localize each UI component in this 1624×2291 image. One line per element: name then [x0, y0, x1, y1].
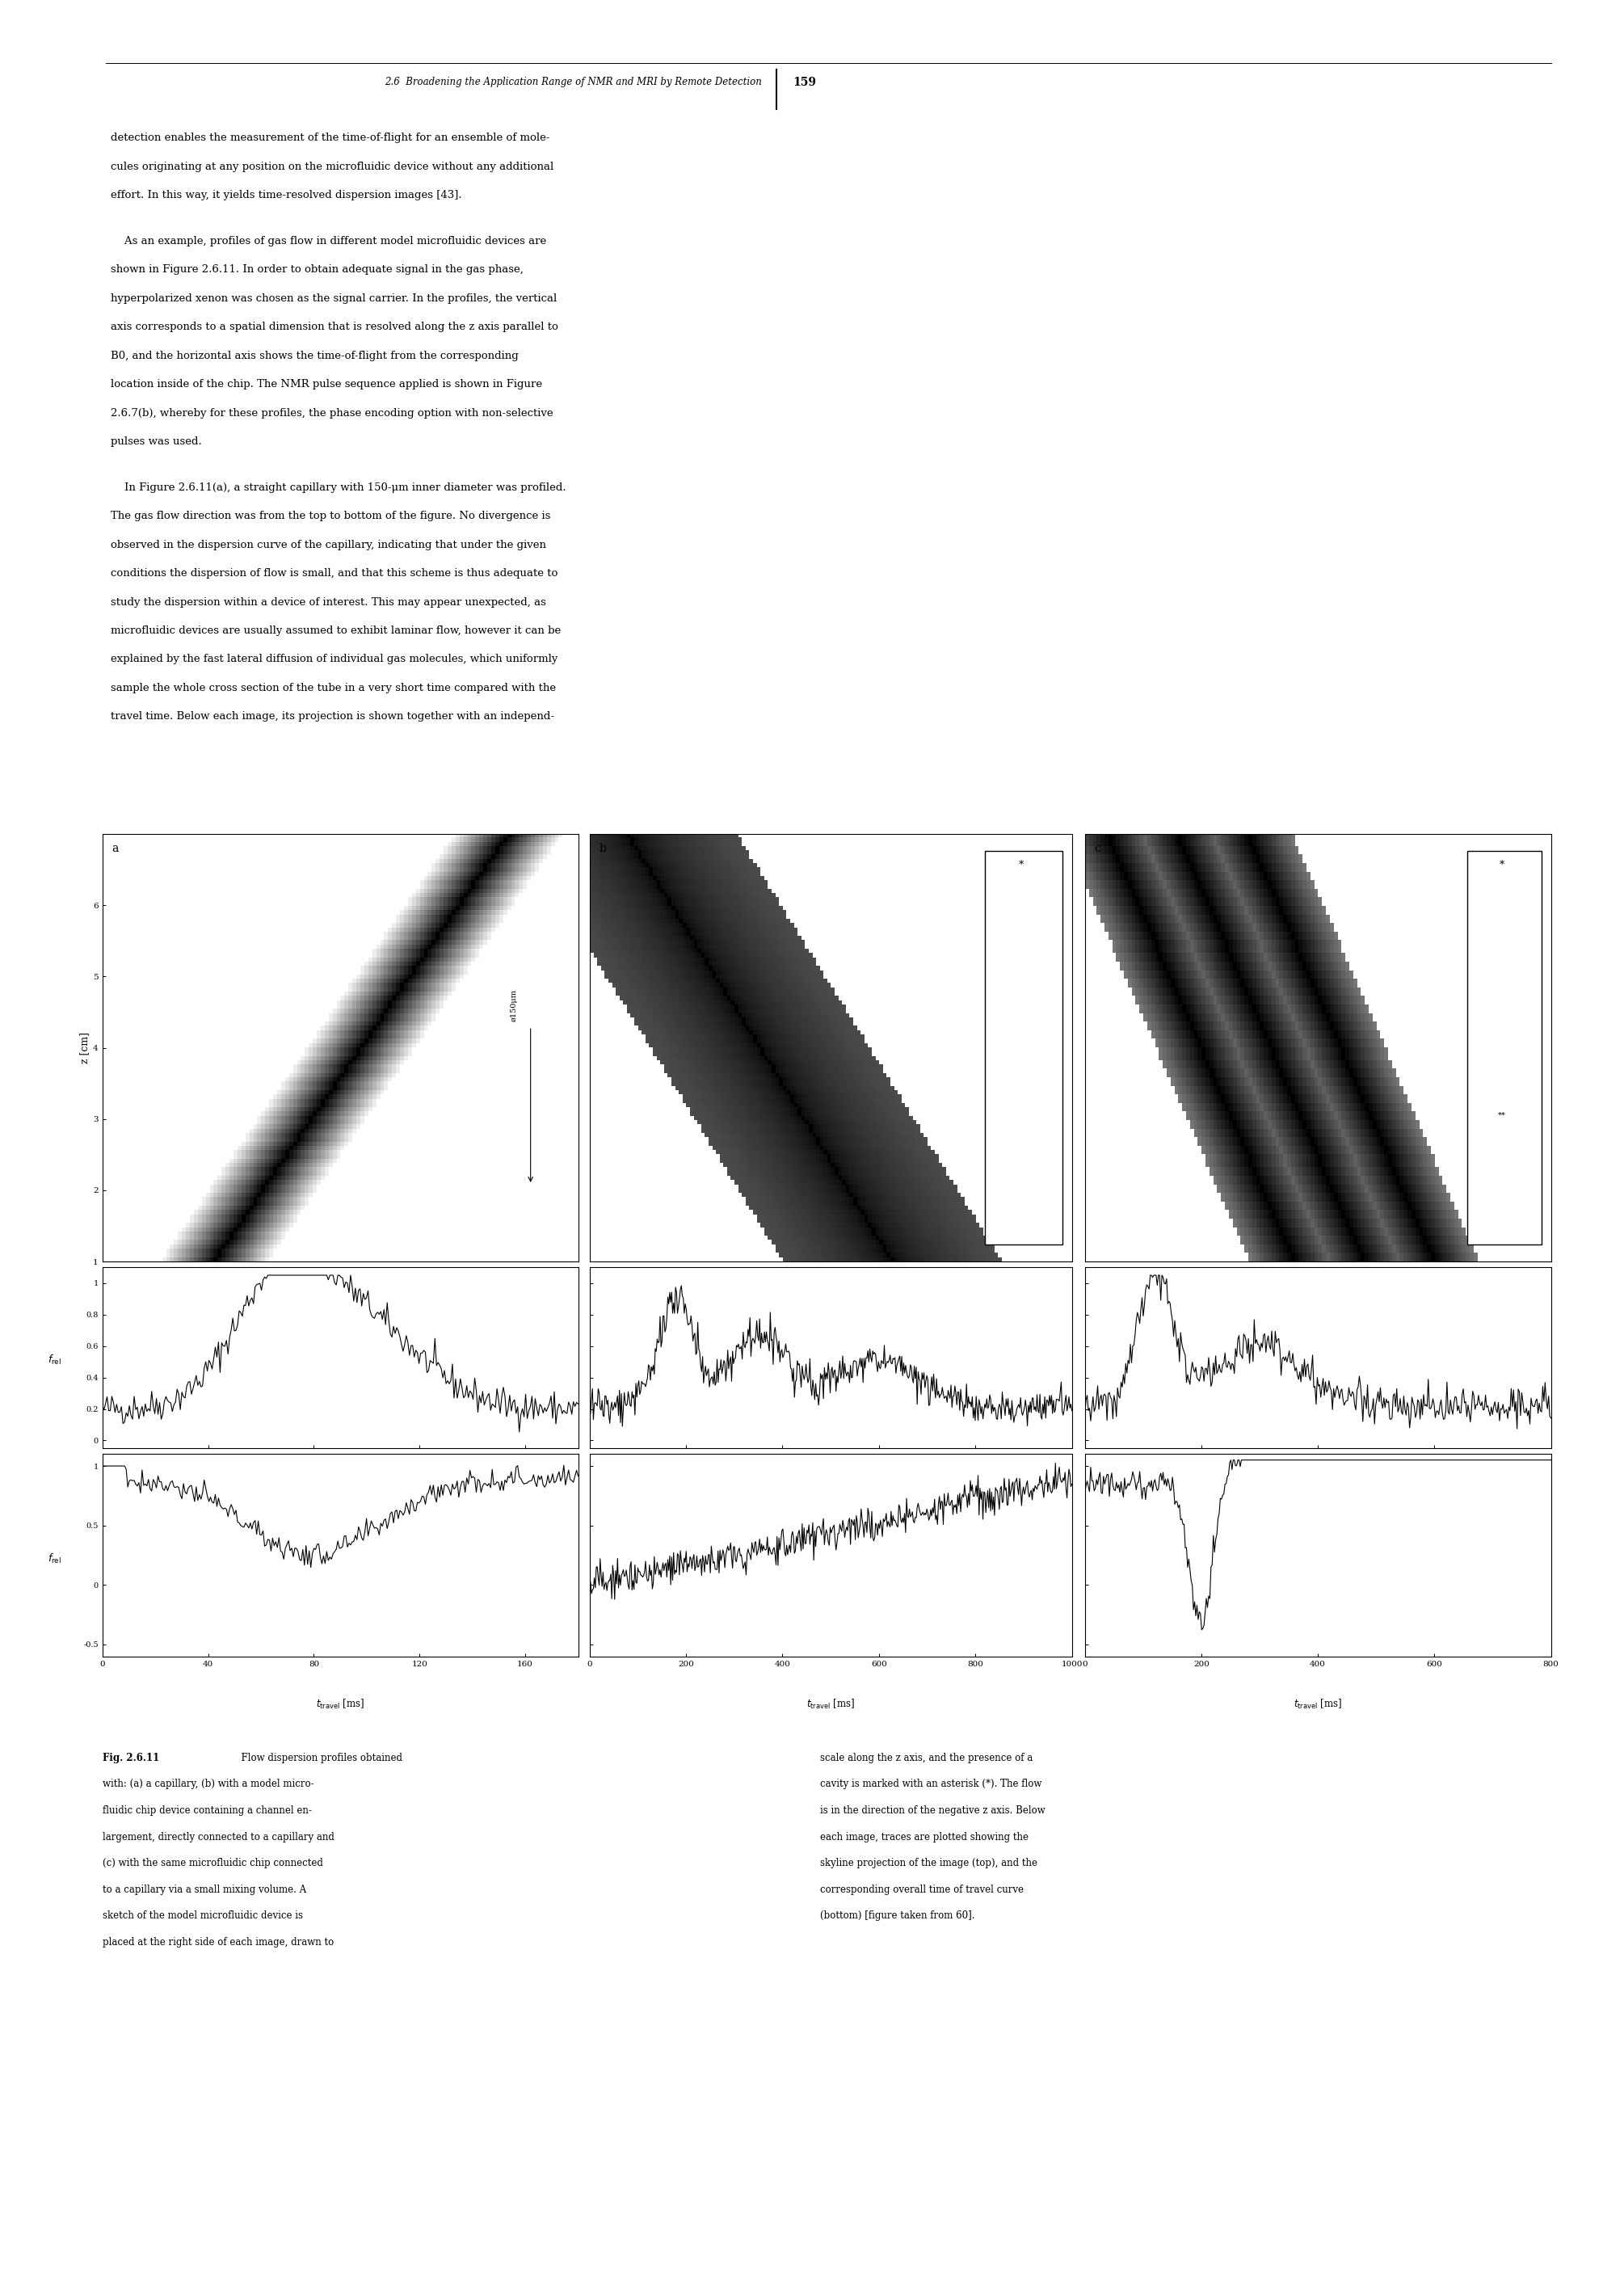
Text: microfluidic devices are usually assumed to exhibit laminar flow, however it can: microfluidic devices are usually assumed…: [110, 625, 560, 637]
Text: explained by the fast lateral diffusion of individual gas molecules, which unifo: explained by the fast lateral diffusion …: [110, 653, 557, 664]
Text: a: a: [112, 843, 119, 855]
Text: Flow dispersion profiles obtained: Flow dispersion profiles obtained: [235, 1753, 403, 1764]
Y-axis label: $f_{\mathrm{rel}}$: $f_{\mathrm{rel}}$: [47, 1553, 62, 1565]
Y-axis label: z [cm]: z [cm]: [80, 1031, 89, 1063]
Text: conditions the dispersion of flow is small, and that this scheme is thus adequat: conditions the dispersion of flow is sma…: [110, 568, 557, 580]
Text: effort. In this way, it yields time-resolved dispersion images [43].: effort. In this way, it yields time-reso…: [110, 190, 461, 202]
Text: observed in the dispersion curve of the capillary, indicating that under the giv: observed in the dispersion curve of the …: [110, 538, 546, 550]
Y-axis label: $f_{\mathrm{rel}}$: $f_{\mathrm{rel}}$: [47, 1354, 62, 1368]
Text: (bottom) [figure taken from 60].: (bottom) [figure taken from 60].: [820, 1911, 974, 1922]
Text: largement, directly connected to a capillary and: largement, directly connected to a capil…: [102, 1833, 335, 1842]
Text: **: **: [1497, 1111, 1505, 1120]
Text: detection enables the measurement of the time-of-flight for an ensemble of mole-: detection enables the measurement of the…: [110, 133, 549, 144]
Text: *: *: [1499, 859, 1504, 871]
Text: *: *: [1018, 859, 1023, 871]
Text: corresponding overall time of travel curve: corresponding overall time of travel cur…: [820, 1883, 1023, 1895]
Text: The gas flow direction was from the top to bottom of the figure. No divergence i: The gas flow direction was from the top …: [110, 511, 551, 522]
Text: 159: 159: [793, 76, 815, 87]
Text: to a capillary via a small mixing volume. A: to a capillary via a small mixing volume…: [102, 1883, 305, 1895]
Text: with: (a) a capillary, (b) with a model micro-: with: (a) a capillary, (b) with a model …: [102, 1778, 313, 1789]
Text: shown in Figure 2.6.11. In order to obtain adequate signal in the gas phase,: shown in Figure 2.6.11. In order to obta…: [110, 263, 523, 275]
Text: study the dispersion within a device of interest. This may appear unexpected, as: study the dispersion within a device of …: [110, 596, 546, 607]
Text: B0, and the horizontal axis shows the time-of-flight from the corresponding: B0, and the horizontal axis shows the ti…: [110, 351, 518, 362]
Text: placed at the right side of each image, drawn to: placed at the right side of each image, …: [102, 1938, 333, 1947]
Text: $t_{\mathrm{travel}}$ [ms]: $t_{\mathrm{travel}}$ [ms]: [1294, 1698, 1341, 1711]
Text: c: c: [1095, 843, 1101, 855]
Text: hyperpolarized xenon was chosen as the signal carrier. In the profiles, the vert: hyperpolarized xenon was chosen as the s…: [110, 293, 557, 305]
Text: each image, traces are plotted showing the: each image, traces are plotted showing t…: [820, 1833, 1028, 1842]
Text: cavity is marked with an asterisk (*). The flow: cavity is marked with an asterisk (*). T…: [820, 1778, 1043, 1789]
Text: sample the whole cross section of the tube in a very short time compared with th: sample the whole cross section of the tu…: [110, 683, 555, 694]
Text: b: b: [599, 843, 606, 855]
Text: $t_{\mathrm{travel}}$ [ms]: $t_{\mathrm{travel}}$ [ms]: [807, 1698, 854, 1711]
Text: pulses was used.: pulses was used.: [110, 435, 201, 447]
Text: skyline projection of the image (top), and the: skyline projection of the image (top), a…: [820, 1858, 1038, 1869]
Text: ø150μm: ø150μm: [510, 990, 518, 1022]
Text: In Figure 2.6.11(a), a straight capillary with 150-μm inner diameter was profile: In Figure 2.6.11(a), a straight capillar…: [110, 481, 565, 493]
Bar: [986, 850, 1062, 1244]
Text: 2.6  Broadening the Application Range of NMR and MRI by Remote Detection: 2.6 Broadening the Application Range of …: [385, 76, 762, 87]
Text: travel time. Below each image, its projection is shown together with an independ: travel time. Below each image, its proje…: [110, 710, 554, 722]
Text: scale along the z axis, and the presence of a: scale along the z axis, and the presence…: [820, 1753, 1033, 1764]
Text: (c) with the same microfluidic chip connected: (c) with the same microfluidic chip conn…: [102, 1858, 323, 1869]
Text: location inside of the chip. The NMR pulse sequence applied is shown in Figure: location inside of the chip. The NMR pul…: [110, 378, 542, 389]
Text: $t_{\mathrm{travel}}$ [ms]: $t_{\mathrm{travel}}$ [ms]: [317, 1698, 364, 1711]
Text: cules originating at any position on the microfluidic device without any additio: cules originating at any position on the…: [110, 160, 554, 172]
Text: As an example, profiles of gas flow in different model microfluidic devices are: As an example, profiles of gas flow in d…: [110, 236, 546, 247]
Text: sketch of the model microfluidic device is: sketch of the model microfluidic device …: [102, 1911, 302, 1922]
Bar: [1466, 850, 1541, 1244]
Text: is in the direction of the negative z axis. Below: is in the direction of the negative z ax…: [820, 1805, 1046, 1817]
Text: fluidic chip device containing a channel en-: fluidic chip device containing a channel…: [102, 1805, 312, 1817]
Text: Fig. 2.6.11: Fig. 2.6.11: [102, 1753, 159, 1764]
Text: 2.6.7(b), whereby for these profiles, the phase encoding option with non-selecti: 2.6.7(b), whereby for these profiles, th…: [110, 408, 552, 419]
Text: axis corresponds to a spatial dimension that is resolved along the z axis parall: axis corresponds to a spatial dimension …: [110, 321, 559, 332]
